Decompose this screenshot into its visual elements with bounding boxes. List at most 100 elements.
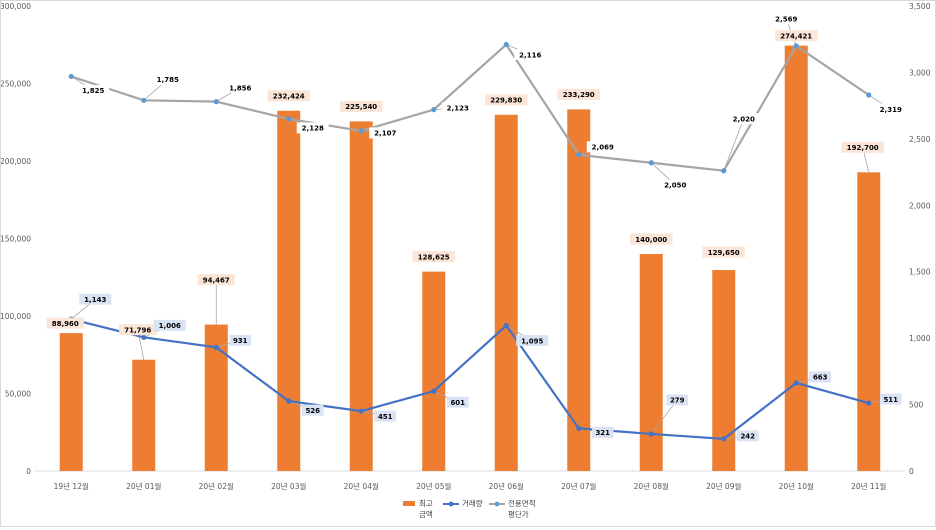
bar [277, 110, 301, 471]
price-data-label: 2,128 [302, 125, 324, 133]
volume-series-point [431, 388, 437, 394]
bar-data-label: 88,960 [52, 320, 79, 328]
volume-data-label-box [666, 394, 689, 406]
volume-data-label-box [446, 396, 469, 408]
left-tick-label: 150,000 [1, 235, 31, 244]
bar-data-label-box [197, 274, 235, 286]
volume-data-label: 279 [670, 397, 685, 405]
price-series-point [503, 41, 509, 48]
x-tick-label: 20년 11월 [851, 481, 886, 491]
price-data-label-box [224, 82, 257, 94]
left-axis: 0 50,000 100,000 150,000 200,000 250,000 300,0… [0, 2, 31, 476]
bar [712, 270, 736, 471]
x-tick-label: 20년 09월 [706, 481, 741, 491]
bar-data-label-box [267, 90, 310, 102]
bar-data-label-box [702, 246, 745, 258]
price-data-label-box [151, 73, 184, 85]
bar [349, 121, 373, 472]
x-tick-label: 20년 08월 [634, 481, 669, 491]
x-tick-label: 20년 05월 [416, 481, 451, 491]
volume-data-label-box [374, 410, 397, 422]
left-tick-label: 200,000 [1, 157, 31, 166]
x-tick-label: 20년 02월 [199, 481, 234, 491]
volume-data-label: 511 [883, 396, 898, 404]
legend-label: 거래량 [462, 499, 483, 508]
volume-data-label: 526 [305, 407, 320, 415]
bar-data-label: 232,424 [273, 93, 305, 101]
bar [857, 172, 881, 471]
legend-label: 최고 [419, 498, 433, 508]
volume-series-point [648, 431, 654, 437]
data-labels: 88,960 71,796 94,467 232,424 225,540 128,625 2… [46, 13, 907, 442]
volume-data-label-box [809, 371, 832, 383]
bar [494, 114, 518, 472]
legend-label: 금액 [419, 509, 433, 519]
bar-data-label: 140,000 [635, 236, 667, 244]
bar [59, 333, 83, 471]
x-tick-label: 20년 06월 [489, 481, 524, 491]
price-series-point [141, 97, 147, 103]
price-data-label: 1,825 [82, 87, 104, 95]
price-data-label: 2,020 [733, 116, 755, 124]
right-tick-label: 1,500 [909, 268, 931, 277]
bar [639, 254, 663, 471]
price-data-label: 2,107 [374, 130, 396, 138]
bar-data-label-box [119, 324, 157, 336]
bar-data-label: 225,540 [345, 103, 377, 111]
volume-data-label-leader [650, 399, 678, 435]
price-series-point [793, 43, 799, 49]
price-data-label-box [874, 103, 907, 115]
bar [132, 359, 156, 471]
price-data-label-box [514, 49, 547, 61]
price-series-point [576, 152, 582, 158]
left-tick-label: 50,000 [5, 390, 31, 399]
price-data-label-box [296, 122, 329, 134]
x-axis: 19년 12월 20년 01월 20년 02월 20년 03월 20년 04월 20년 0… [54, 481, 887, 491]
bar-data-label: 192,700 [847, 144, 879, 152]
x-tick-label: 20년 03월 [271, 481, 306, 491]
price-data-label: 2,569 [775, 16, 797, 24]
price-data-label-leader [723, 118, 745, 171]
volume-data-label: 663 [813, 374, 828, 382]
price-series-line [70, 42, 870, 172]
bar-data-label-box [630, 233, 673, 245]
bar-data-label: 233,290 [563, 91, 595, 99]
price-series-point [358, 128, 364, 134]
price-data-label-box [659, 179, 692, 191]
volume-series-point [358, 408, 364, 414]
volume-data-label: 601 [450, 399, 465, 407]
volume-data-label-box [736, 430, 759, 442]
volume-series-point [141, 334, 147, 340]
bar-data-label: 71,796 [124, 327, 151, 335]
volume-series-point [503, 322, 509, 329]
bar [567, 109, 591, 471]
bar-data-label-box [485, 94, 528, 106]
volume-series-point [213, 344, 219, 350]
bar [422, 271, 446, 471]
price-data-label: 1,856 [229, 84, 251, 92]
bar-series [59, 45, 881, 472]
price-series-point [68, 73, 74, 80]
legend-label: 평단가 [508, 509, 529, 519]
legend-marker-volume [448, 501, 454, 507]
x-tick-label: 19년 12월 [54, 481, 89, 491]
leader-lines [70, 18, 891, 440]
volume-data-label: 451 [378, 413, 393, 421]
price-series-point [648, 160, 654, 166]
volume-data-label-box [153, 319, 186, 331]
volume-series-line [70, 318, 870, 440]
right-tick-label: 0 [909, 467, 914, 476]
volume-series-point [866, 400, 872, 406]
bar-data-label-box [412, 251, 455, 263]
bar-data-label-box [557, 88, 600, 100]
price-data-label: 2,319 [880, 106, 902, 114]
price-data-label: 2,069 [592, 144, 614, 152]
bar-data-label-box [46, 317, 84, 329]
price-data-label: 2,123 [447, 104, 469, 112]
price-data-label-box [369, 127, 402, 139]
volume-data-label-box [301, 404, 324, 416]
volume-data-label-box [229, 334, 252, 346]
right-axis: 0 500 1,000 1,500 2,000 2,500 3,000 3,500 [909, 2, 931, 476]
